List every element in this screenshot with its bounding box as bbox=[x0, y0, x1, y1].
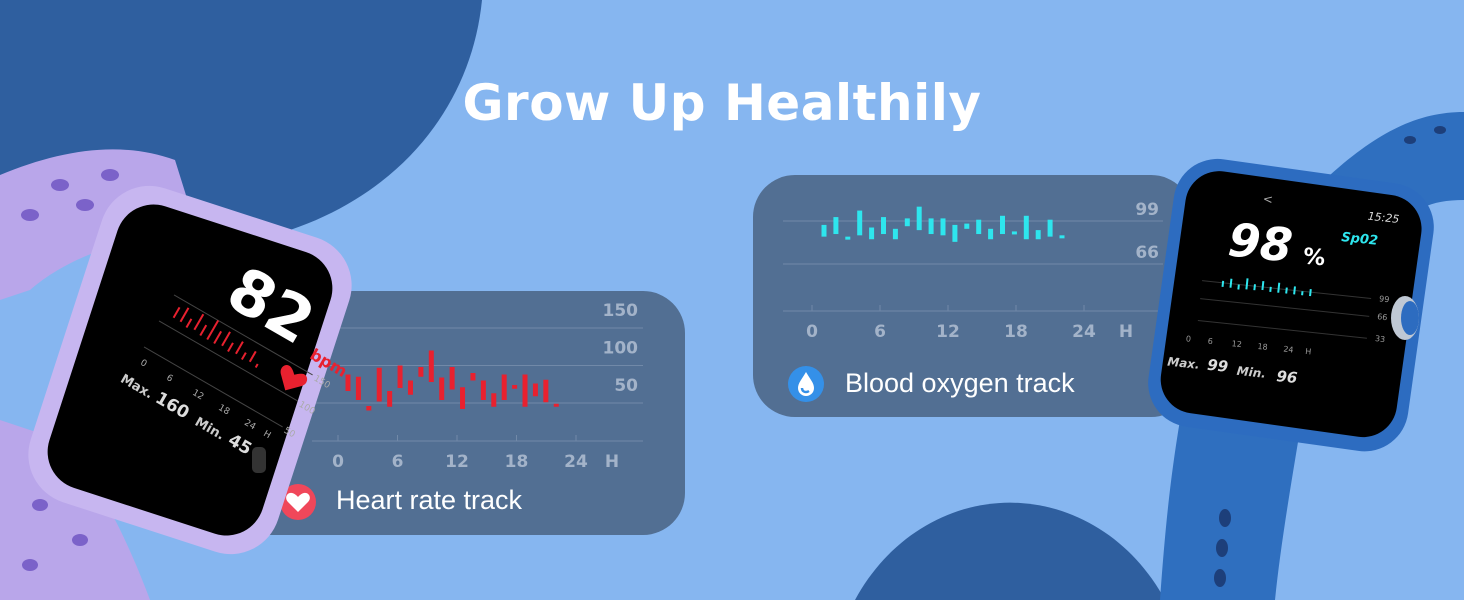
data-bar bbox=[1000, 215, 1005, 235]
x-tick-label: 12 bbox=[445, 452, 469, 472]
data-bar bbox=[952, 224, 958, 242]
data-bar bbox=[397, 365, 403, 388]
x-tick-label: 6 bbox=[392, 452, 404, 472]
data-bar bbox=[928, 218, 934, 235]
data-bar bbox=[916, 206, 922, 231]
blood-oxygen-chart: 99 66 0 6 12 18 24 H bbox=[783, 200, 1163, 342]
x-tick-label: 0 bbox=[332, 452, 344, 472]
x-tick-label: 12 bbox=[936, 322, 960, 342]
x-axis-label: H bbox=[605, 452, 619, 472]
x-axis-label: H bbox=[1119, 322, 1133, 342]
data-bar bbox=[449, 367, 455, 390]
x-tick-label: 24 bbox=[1072, 322, 1096, 342]
data-bar bbox=[1011, 231, 1017, 235]
data-bar bbox=[345, 374, 351, 391]
data-bar bbox=[418, 367, 424, 377]
data-bar bbox=[355, 376, 361, 400]
data-bar bbox=[439, 377, 445, 400]
data-bar bbox=[1023, 215, 1029, 240]
data-bar bbox=[892, 228, 898, 240]
heart-rate-panel: 150 100 50 0 6 12 18 24 H Heart rate track bbox=[200, 291, 685, 535]
data-bar bbox=[904, 218, 910, 227]
data-bar bbox=[988, 228, 994, 240]
data-bar bbox=[869, 227, 875, 240]
x-tick-label: 18 bbox=[1004, 322, 1028, 342]
blood-oxygen-panel: 99 66 0 6 12 18 24 H Blood oxygen track bbox=[753, 175, 1193, 417]
data-bar bbox=[470, 373, 476, 381]
data-bar bbox=[553, 403, 559, 407]
data-bar bbox=[543, 379, 549, 403]
data-bar bbox=[522, 374, 528, 407]
data-bar bbox=[833, 217, 839, 235]
background-blob-bottom bbox=[855, 502, 1165, 600]
data-bar bbox=[964, 223, 970, 229]
y-tick-label: 66 bbox=[1135, 243, 1159, 263]
data-bar bbox=[387, 391, 393, 407]
data-bar bbox=[845, 236, 851, 240]
data-bar bbox=[1047, 219, 1053, 237]
data-bar bbox=[376, 367, 382, 402]
y-tick-label: 150 bbox=[603, 301, 639, 321]
data-bar bbox=[491, 393, 497, 407]
data-bar bbox=[857, 210, 863, 236]
heart-icon bbox=[280, 484, 316, 520]
data-bar bbox=[407, 380, 413, 395]
y-tick-label: 99 bbox=[1135, 200, 1159, 220]
heart-rate-caption: Heart rate track bbox=[336, 485, 523, 515]
data-bar bbox=[881, 217, 886, 235]
data-bar bbox=[512, 385, 518, 389]
data-bar bbox=[501, 374, 507, 400]
x-tick-label: 6 bbox=[874, 322, 886, 342]
x-tick-label: 0 bbox=[806, 322, 818, 342]
blood-oxygen-caption: Blood oxygen track bbox=[845, 368, 1075, 398]
data-bar bbox=[940, 218, 946, 236]
x-tick-label: 24 bbox=[564, 452, 588, 472]
data-bar bbox=[480, 380, 486, 400]
data-bar bbox=[532, 383, 538, 397]
data-bar bbox=[460, 387, 466, 409]
data-bar bbox=[1059, 235, 1065, 239]
data-bar bbox=[428, 350, 434, 382]
data-bar bbox=[1035, 230, 1041, 240]
data-bar bbox=[366, 406, 372, 411]
page-title: Grow Up Healthily bbox=[462, 74, 982, 132]
data-bar bbox=[976, 219, 982, 235]
y-tick-label: 100 bbox=[603, 339, 639, 359]
y-tick-label: 50 bbox=[614, 376, 638, 396]
x-tick-label: 18 bbox=[505, 452, 529, 472]
water-drop-icon bbox=[788, 366, 824, 402]
data-bar bbox=[821, 224, 827, 237]
